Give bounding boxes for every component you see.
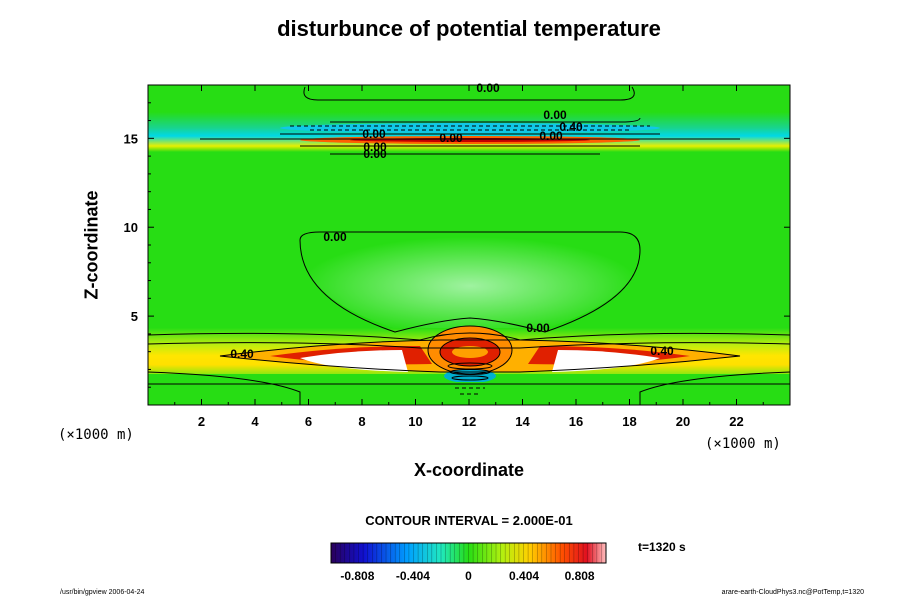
x-axis-unit: (×1000 m) xyxy=(705,436,781,452)
x-axis-label: X-coordinate xyxy=(413,460,524,480)
colorbar-tick-label: 0 xyxy=(465,569,472,583)
colorbar-frame xyxy=(330,542,607,564)
x-tick-label: 22 xyxy=(729,414,743,429)
x-tick-label: 14 xyxy=(515,414,530,429)
contour-label: 0.00 xyxy=(439,131,463,145)
y-axis-unit: (×1000 m) xyxy=(58,427,134,443)
x-tick-label: 4 xyxy=(251,414,259,429)
y-tick-label: 10 xyxy=(124,220,138,235)
x-tick-label: 12 xyxy=(462,414,476,429)
right-core xyxy=(552,350,660,372)
x-tick-label: 8 xyxy=(358,414,365,429)
heatmap-field xyxy=(148,85,790,405)
colorbar-ticks: -0.808 -0.404 0 0.404 0.808 xyxy=(340,569,595,583)
y-axis-ticks: 5 10 15 xyxy=(124,102,790,388)
left-core xyxy=(300,350,408,372)
contour-label: 0.00 xyxy=(543,108,567,122)
y-axis-label: Z-coordinate xyxy=(81,190,102,300)
x-tick-label: 2 xyxy=(198,414,205,429)
x-tick-label: 18 xyxy=(622,414,636,429)
x-tick-label: 16 xyxy=(569,414,583,429)
contour-labels: 0.000.000.400.00 0.00 0.000.000.000.000.00… xyxy=(230,81,674,361)
negative-contours xyxy=(290,125,650,395)
x-tick-label: 6 xyxy=(305,414,312,429)
time-stamp: t=1320 s xyxy=(638,540,686,554)
contour-label: 0.40 xyxy=(230,347,254,361)
contour-label: 0.00 xyxy=(362,127,386,141)
y-tick-label: 5 xyxy=(131,309,138,324)
x-tick-label: 10 xyxy=(408,414,422,429)
center-plume-core xyxy=(452,346,488,358)
contour-label: 0.00 xyxy=(476,81,500,95)
footer-source: arare-earth-CloudPhys3.nc@PotTemp,t=1320 xyxy=(721,589,864,596)
upper-cold-streak xyxy=(280,123,660,133)
contour-interval: CONTOUR INTERVAL = 2.000E-01 xyxy=(365,513,573,528)
footer-command: /usr/bin/gpview 2006-04-24 xyxy=(60,589,145,596)
contour-label: 0.00 xyxy=(323,230,347,244)
contour-lines xyxy=(148,86,790,405)
contour-label: 0.40 xyxy=(650,344,674,358)
colorbar-tick-label: -0.404 xyxy=(396,569,430,583)
contour-label: 0.00 xyxy=(526,321,550,335)
x-axis-ticks: 2 4 6 8 10 12 14 16 18 20 22 xyxy=(174,85,764,429)
contour-label: 0.40 xyxy=(559,120,583,134)
y-tick-label: 15 xyxy=(124,131,138,146)
x-tick-label: 20 xyxy=(676,414,690,429)
central-dome xyxy=(300,232,640,330)
colorbar-tick-label: 0.404 xyxy=(509,569,539,583)
chart-title: disturbunce of potential temperature xyxy=(277,16,661,41)
contour-label: 0.00 xyxy=(363,147,387,161)
contour-label: 0.00 xyxy=(539,129,563,143)
colorbar-tick-label: 0.808 xyxy=(565,569,595,583)
colorbar-divisions xyxy=(335,543,602,563)
contour-label: 0.00 xyxy=(363,140,387,154)
colorbar-tick-label: -0.808 xyxy=(340,569,374,583)
